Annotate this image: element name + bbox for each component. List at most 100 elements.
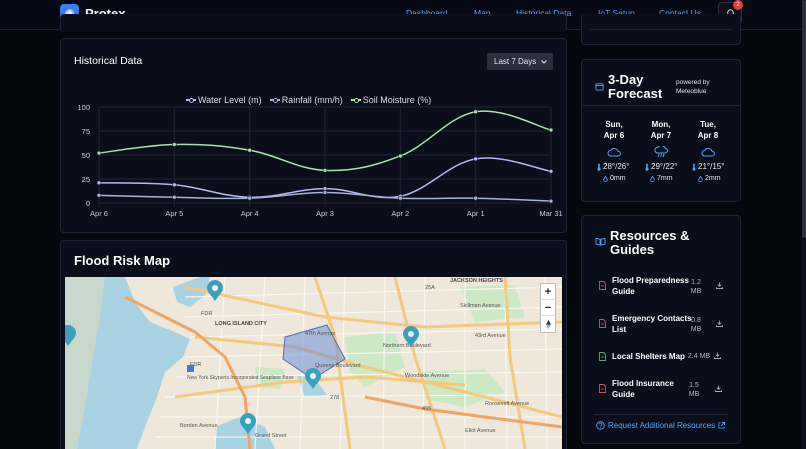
map-zoom-control: + −: [540, 283, 556, 333]
calendar-icon: [595, 83, 604, 91]
map-marker-icon[interactable]: [305, 368, 321, 389]
request-resources-label: Request Additional Resources: [608, 421, 716, 430]
map-label: 278: [330, 395, 339, 401]
forecast-day-name: Mon,: [651, 120, 671, 129]
scrollbar[interactable]: [802, 0, 806, 449]
download-icon[interactable]: [714, 352, 721, 359]
map-tiles: LONG ISLAND CITY New York Skyports Incor…: [65, 277, 562, 449]
file-pdf-icon: [599, 384, 606, 393]
cloud-icon: [701, 147, 715, 157]
map-label: Borden Avenue: [180, 423, 218, 429]
zoom-out-button[interactable]: −: [541, 300, 555, 316]
file-pdf-icon: [599, 281, 606, 290]
map-label: 495: [422, 406, 431, 412]
forecast-temp: 28°/26°: [597, 162, 629, 171]
map-marker-icon[interactable]: [65, 325, 76, 346]
resources-panel: [581, 215, 741, 444]
forecast-day-name: Tue,: [700, 120, 716, 129]
resource-name: Flood Insurance Guide: [612, 379, 674, 399]
flood-map-title: Flood Risk Map: [74, 253, 171, 268]
download-icon[interactable]: [715, 385, 722, 392]
resource-name: Local Shelters Map: [612, 352, 685, 361]
map-label: Roosevelt Avenue: [485, 401, 529, 407]
chevron-down-icon: [541, 59, 548, 64]
cloud-rain-icon: [654, 146, 668, 158]
map-label: JACKSON HEIGHTS: [450, 278, 503, 284]
map-label: Queens Boulevard: [315, 363, 361, 369]
map-label: FDR: [190, 362, 201, 368]
legend-label: Soil Moisture (%): [362, 95, 432, 105]
chart-legend: Water Level (m) Rainfall (mm/h) Soil Moi…: [186, 95, 431, 105]
thermometer-icon: [597, 163, 601, 171]
request-resources-link[interactable]: Request Additional Resources: [596, 421, 726, 430]
map-label: 47th Avenue: [305, 331, 335, 337]
resource-item[interactable]: Local Shelters Map 2.4 MB: [599, 351, 729, 381]
nav-map[interactable]: Map: [474, 8, 491, 18]
scrollbar-thumb[interactable]: [802, 0, 806, 238]
forecast-temp-value: 28°/26°: [603, 162, 630, 171]
previous-panel-left: [60, 14, 567, 32]
forecast-day: Sun, Apr 6: [594, 119, 634, 141]
map-label: Eliot Avenue: [465, 428, 495, 434]
resource-name: Emergency Contacts List: [612, 314, 692, 334]
nav-dashboard[interactable]: Dashboard: [406, 8, 448, 18]
forecast-rain-value: 0mm: [610, 175, 626, 182]
zoom-in-button[interactable]: +: [541, 284, 555, 300]
flood-risk-map[interactable]: LONG ISLAND CITY New York Skyports Incor…: [65, 277, 562, 449]
download-icon[interactable]: [716, 320, 723, 327]
map-label: FDR: [201, 311, 212, 317]
legend-marker: [269, 97, 280, 103]
file-pdf-icon: [599, 319, 606, 328]
compass-icon: [545, 319, 551, 329]
nav-contact-us[interactable]: Contact Us: [659, 8, 702, 18]
forecast-date: Apr 8: [697, 131, 719, 140]
thermometer-icon: [645, 163, 649, 171]
map-label: Grand Street: [255, 433, 287, 439]
map-label: Woodside Avenue: [405, 373, 449, 379]
resource-item[interactable]: Flood Insurance Guide 1.5 MB: [599, 378, 729, 408]
cloud-icon: [607, 147, 621, 157]
droplet-icon: [603, 175, 608, 182]
forecast-day-name: Sun,: [605, 120, 623, 129]
forecast-day: Tue, Apr 8: [688, 119, 728, 141]
nav-iot-setup[interactable]: IoT Setup: [598, 8, 635, 18]
thermometer-icon: [692, 163, 696, 171]
map-marker-icon[interactable]: [207, 280, 223, 301]
resource-item[interactable]: Flood Preparedness Guide 1.2 MB: [599, 275, 729, 305]
legend-item-soil-moisture[interactable]: Soil Moisture (%): [350, 95, 432, 105]
map-label: LONG ISLAND CITY: [215, 321, 267, 327]
question-circle-icon: [596, 421, 605, 430]
forecast-temp: 29°/22°: [645, 162, 677, 171]
legend-label: Rainfall (mm/h): [281, 95, 343, 105]
legend-marker: [186, 97, 196, 103]
reset-north-button[interactable]: [541, 316, 555, 332]
resource-size: 1.5 MB: [688, 382, 700, 398]
forecast-day: Mon, Apr 7: [641, 119, 681, 141]
forecast-rain-value: 7mm: [657, 175, 673, 182]
map-marker-icon[interactable]: [403, 326, 419, 347]
download-icon[interactable]: [716, 282, 723, 289]
map-marker-icon[interactable]: [240, 413, 256, 434]
resource-name: Flood Preparedness Guide: [612, 276, 689, 296]
map-markers: [65, 280, 419, 434]
nav-historical-data[interactable]: Historical Data: [516, 8, 572, 18]
legend-item-water-level[interactable]: Water Level (m): [186, 95, 262, 105]
resource-size: 2.4 MB: [687, 353, 711, 360]
range-value: Last 7 Days: [494, 57, 537, 66]
forecast-temp-value: 21°/15°: [698, 162, 725, 171]
resources-title: Resources & Guides: [610, 228, 690, 257]
map-label: 43rd Avenue: [475, 333, 506, 339]
seaplane-icon: [187, 365, 194, 372]
resource-item[interactable]: Emergency Contacts List 0.8 MB: [599, 313, 729, 343]
map-label: Skillman Avenue: [460, 303, 501, 309]
forecast-title: 3-Day Forecast: [608, 72, 663, 101]
range-select[interactable]: Last 7 Days: [487, 53, 553, 70]
external-link-icon: [718, 422, 726, 429]
historical-title: Historical Data: [74, 55, 143, 67]
resource-size: 1.2 MB: [690, 279, 702, 295]
forecast-temp: 21°/15°: [692, 162, 724, 171]
legend-item-rainfall[interactable]: Rainfall (mm/h): [269, 95, 343, 105]
legend-label: Water Level (m): [198, 95, 262, 105]
forecast-rain: 7mm: [650, 175, 673, 182]
file-map-icon: [599, 352, 606, 361]
